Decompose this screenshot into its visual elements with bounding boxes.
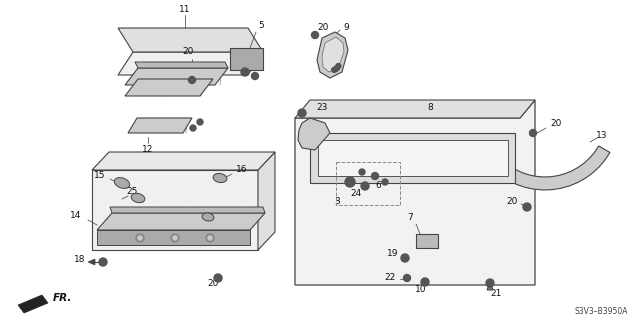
Polygon shape <box>97 213 265 230</box>
Circle shape <box>345 177 355 187</box>
Polygon shape <box>317 32 348 78</box>
Circle shape <box>421 278 429 286</box>
Circle shape <box>136 234 144 242</box>
Circle shape <box>252 72 259 79</box>
Circle shape <box>529 130 536 137</box>
Polygon shape <box>295 100 535 118</box>
Polygon shape <box>487 287 493 290</box>
Ellipse shape <box>115 178 130 189</box>
Text: 4: 4 <box>367 145 373 154</box>
Polygon shape <box>110 207 265 213</box>
Polygon shape <box>258 152 275 250</box>
Text: 9: 9 <box>343 24 349 33</box>
Text: 14: 14 <box>70 211 82 219</box>
Text: 5: 5 <box>258 21 264 31</box>
Polygon shape <box>310 133 515 183</box>
Text: 22: 22 <box>385 273 396 283</box>
Circle shape <box>335 65 340 70</box>
Polygon shape <box>18 295 48 313</box>
Circle shape <box>138 236 142 240</box>
Polygon shape <box>128 118 192 133</box>
Text: 13: 13 <box>596 131 608 140</box>
Circle shape <box>190 125 196 131</box>
Polygon shape <box>125 68 228 85</box>
Polygon shape <box>298 118 330 150</box>
Text: 11: 11 <box>179 5 191 14</box>
Circle shape <box>523 203 531 211</box>
Circle shape <box>99 258 107 266</box>
Circle shape <box>197 119 203 125</box>
Polygon shape <box>92 170 258 250</box>
Text: 12: 12 <box>142 145 154 154</box>
Circle shape <box>189 77 195 84</box>
Polygon shape <box>97 230 250 245</box>
Text: 16: 16 <box>236 165 248 174</box>
Ellipse shape <box>131 193 145 203</box>
Bar <box>416 234 438 248</box>
Circle shape <box>206 234 214 242</box>
Text: S3V3–B3950A: S3V3–B3950A <box>575 308 628 316</box>
Circle shape <box>312 32 319 39</box>
Polygon shape <box>135 62 228 68</box>
Text: 20: 20 <box>550 120 562 129</box>
Circle shape <box>403 275 410 281</box>
Circle shape <box>214 274 222 282</box>
Polygon shape <box>125 79 213 96</box>
Text: 20: 20 <box>506 197 518 206</box>
Text: 20: 20 <box>182 48 194 56</box>
Circle shape <box>298 109 306 117</box>
Circle shape <box>401 254 409 262</box>
Circle shape <box>241 68 249 76</box>
Text: 21: 21 <box>490 288 502 298</box>
Text: 19: 19 <box>387 249 399 257</box>
Polygon shape <box>92 152 275 170</box>
Polygon shape <box>295 100 535 285</box>
Text: 15: 15 <box>94 170 106 180</box>
Circle shape <box>333 67 339 71</box>
Text: 23: 23 <box>316 103 328 113</box>
Text: 6: 6 <box>375 182 381 190</box>
Text: 10: 10 <box>415 286 427 294</box>
Text: 20: 20 <box>317 24 329 33</box>
Polygon shape <box>230 48 263 70</box>
Polygon shape <box>322 37 344 72</box>
Text: 18: 18 <box>74 256 86 264</box>
Circle shape <box>371 173 378 180</box>
Circle shape <box>486 279 494 287</box>
Text: 24: 24 <box>350 189 362 197</box>
Text: FR.: FR. <box>53 293 72 303</box>
Ellipse shape <box>213 174 227 182</box>
Text: 3: 3 <box>334 197 340 206</box>
Text: 7: 7 <box>407 213 413 222</box>
Ellipse shape <box>202 213 214 221</box>
Text: 2: 2 <box>165 80 171 90</box>
Circle shape <box>382 179 388 185</box>
Polygon shape <box>318 140 508 176</box>
Circle shape <box>332 67 337 72</box>
Polygon shape <box>118 52 263 75</box>
Polygon shape <box>474 136 610 190</box>
Text: 25: 25 <box>126 188 138 197</box>
Circle shape <box>208 236 212 240</box>
Circle shape <box>361 182 369 190</box>
Circle shape <box>336 63 341 69</box>
Text: 20: 20 <box>207 278 219 287</box>
Text: 8: 8 <box>427 103 433 113</box>
Polygon shape <box>88 259 95 265</box>
Circle shape <box>171 234 179 242</box>
Circle shape <box>173 236 177 240</box>
Text: 1: 1 <box>185 80 191 90</box>
Circle shape <box>359 169 365 175</box>
Text: 17: 17 <box>220 209 232 218</box>
Polygon shape <box>118 28 263 52</box>
